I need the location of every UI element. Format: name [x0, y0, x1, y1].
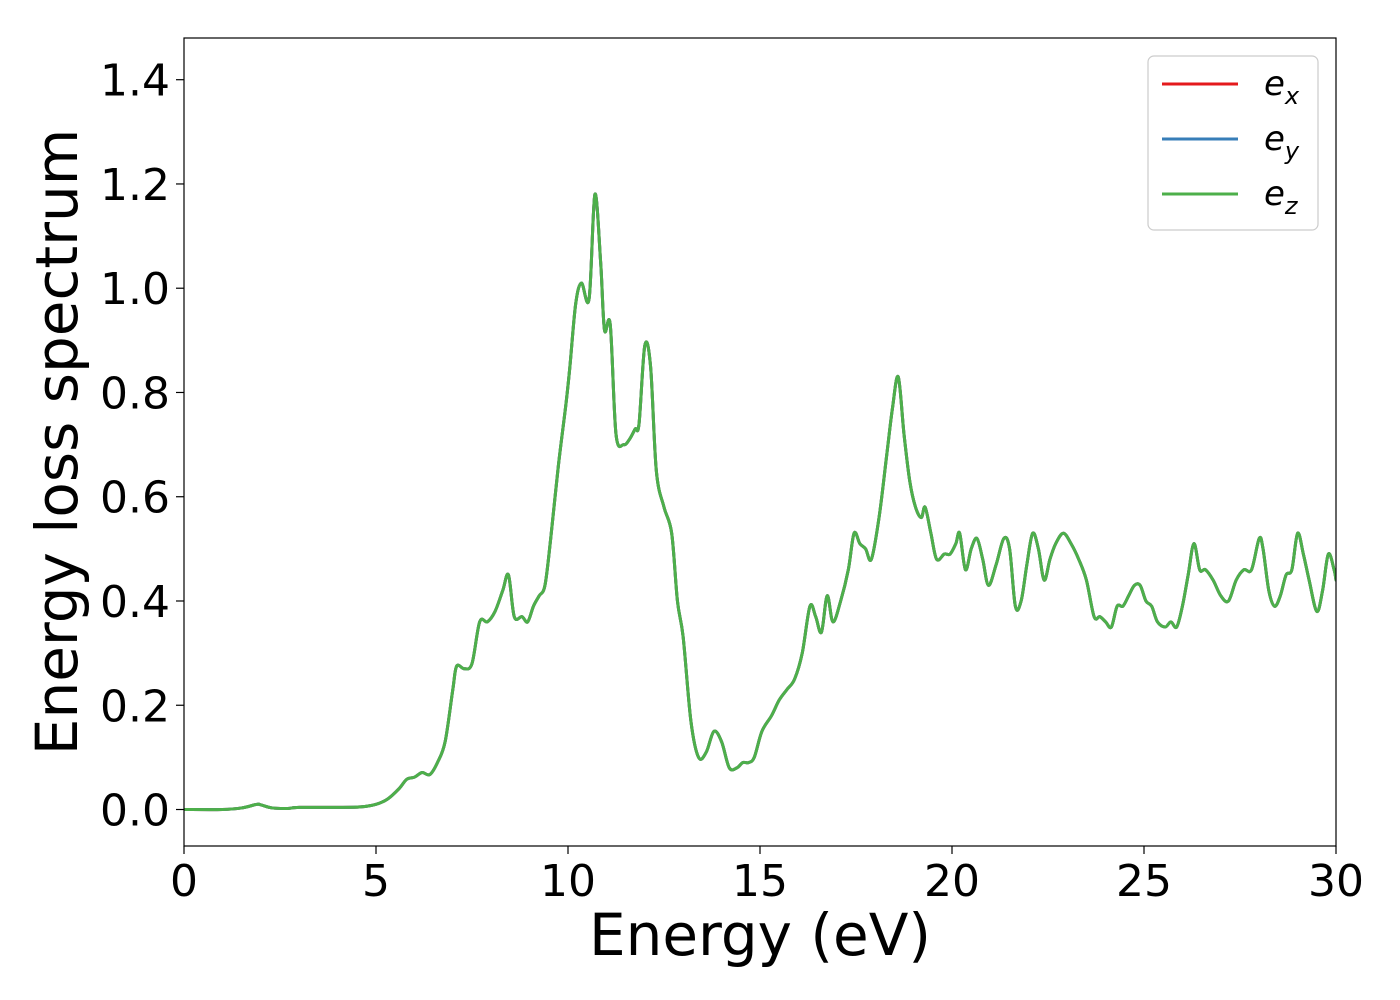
y-tick-label: 1.2 — [100, 160, 170, 211]
x-tick-label: 20 — [924, 856, 980, 907]
x-tick-label: 25 — [1116, 856, 1172, 907]
x-tick-label: 0 — [170, 856, 198, 907]
x-tick-label: 5 — [362, 856, 390, 907]
series-lines — [184, 192, 1336, 812]
x-tick-label: 15 — [732, 856, 788, 907]
y-axis-ticks: 0.0 0.2 0.4 0.6 0.8 1.0 1.2 1.4 — [100, 56, 184, 837]
x-tick-label: 30 — [1308, 856, 1364, 907]
y-tick-label: 1.4 — [100, 56, 170, 107]
series-line-e-y — [184, 192, 1336, 812]
y-tick-label: 0.2 — [100, 681, 170, 732]
y-tick-label: 0.0 — [100, 786, 170, 837]
x-tick-label: 10 — [540, 856, 596, 907]
y-tick-label: 0.8 — [100, 368, 170, 419]
legend-label-e-y: ey — [1264, 119, 1300, 165]
y-tick-label: 1.0 — [100, 264, 170, 315]
series-line-e-z — [184, 192, 1336, 812]
y-axis-label: Energy loss spectrum — [23, 129, 91, 755]
legend-box — [1147, 55, 1319, 231]
x-axis-label: Energy (eV) — [589, 901, 931, 969]
y-tick-label: 0.4 — [100, 577, 170, 628]
legend-label-e-x: ex — [1264, 64, 1300, 110]
series-line-e-x — [184, 192, 1336, 812]
y-tick-label: 0.6 — [100, 473, 170, 524]
x-axis-ticks: 0 5 10 15 20 25 30 — [170, 846, 1364, 907]
